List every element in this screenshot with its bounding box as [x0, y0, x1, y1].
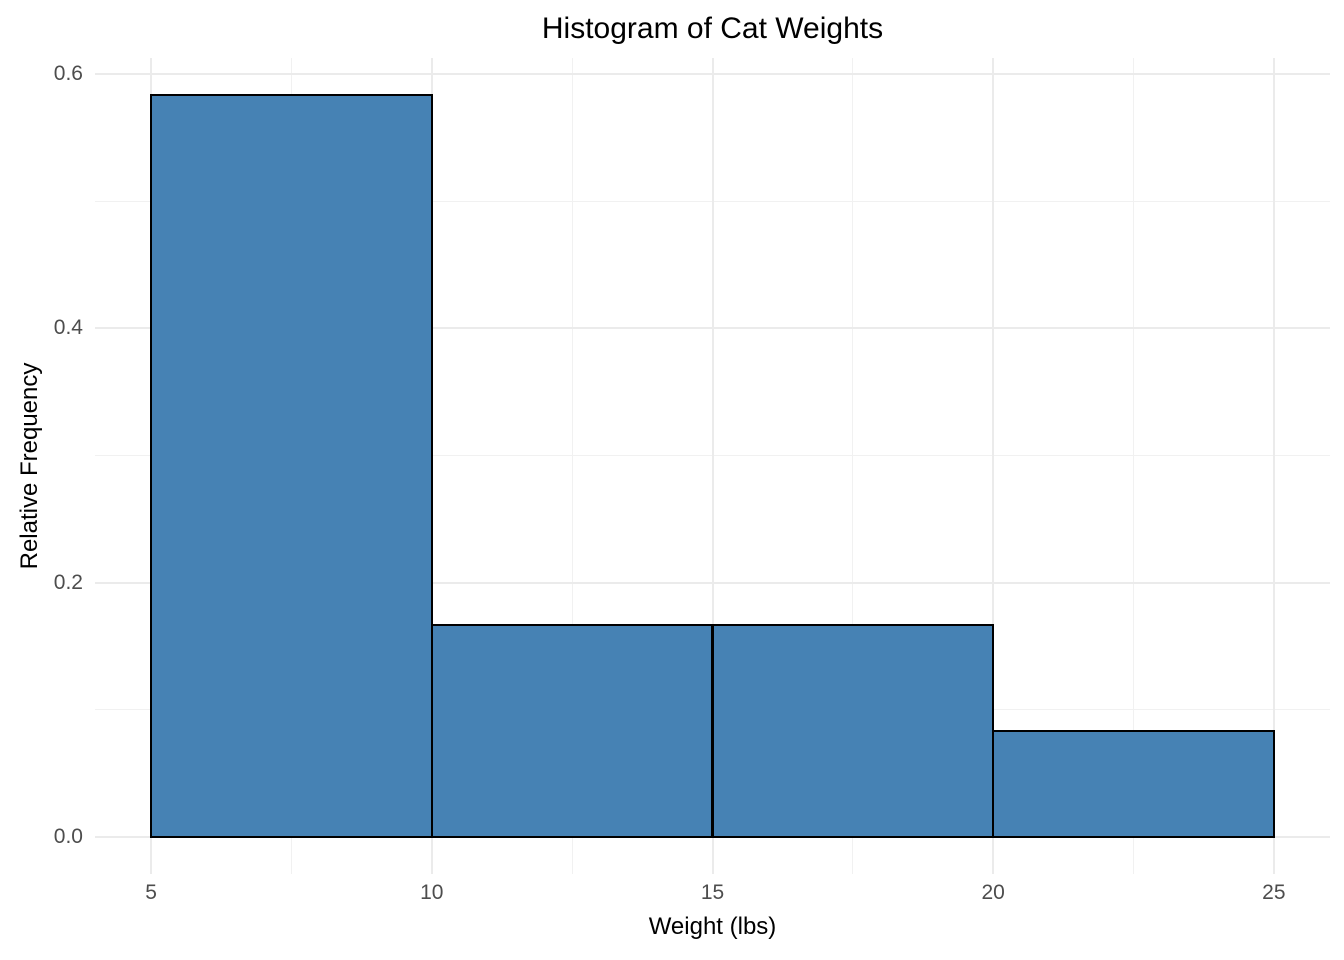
x-tick-label: 25 — [1262, 881, 1286, 904]
x-minor-gridline — [571, 58, 573, 874]
x-minor-gridline — [852, 58, 854, 874]
x-major-gridline — [711, 58, 714, 874]
y-tick-label: 0.2 — [53, 570, 83, 594]
x-axis-title: Weight (lbs) — [648, 913, 777, 940]
x-tick-label: 20 — [981, 881, 1005, 904]
x-tick-label: 15 — [700, 881, 725, 904]
histogram-bar — [150, 94, 433, 838]
y-tick-label: 0.6 — [53, 61, 83, 85]
y-axis-title: Relative Frequency — [16, 362, 43, 570]
chart-title: Histogram of Cat Weights — [541, 12, 884, 45]
plot-area — [95, 58, 1330, 874]
x-minor-gridline — [1133, 58, 1135, 874]
histogram-bar — [711, 623, 995, 838]
x-tick-label: 10 — [420, 881, 444, 904]
x-tick-label: 5 — [145, 881, 157, 904]
histogram-bar — [992, 729, 1275, 838]
y-tick-label: 0.0 — [53, 824, 83, 848]
histogram-bar — [430, 623, 714, 838]
x-major-gridline — [1272, 58, 1275, 874]
x-major-gridline — [992, 58, 995, 874]
y-tick-label: 0.4 — [53, 316, 83, 340]
